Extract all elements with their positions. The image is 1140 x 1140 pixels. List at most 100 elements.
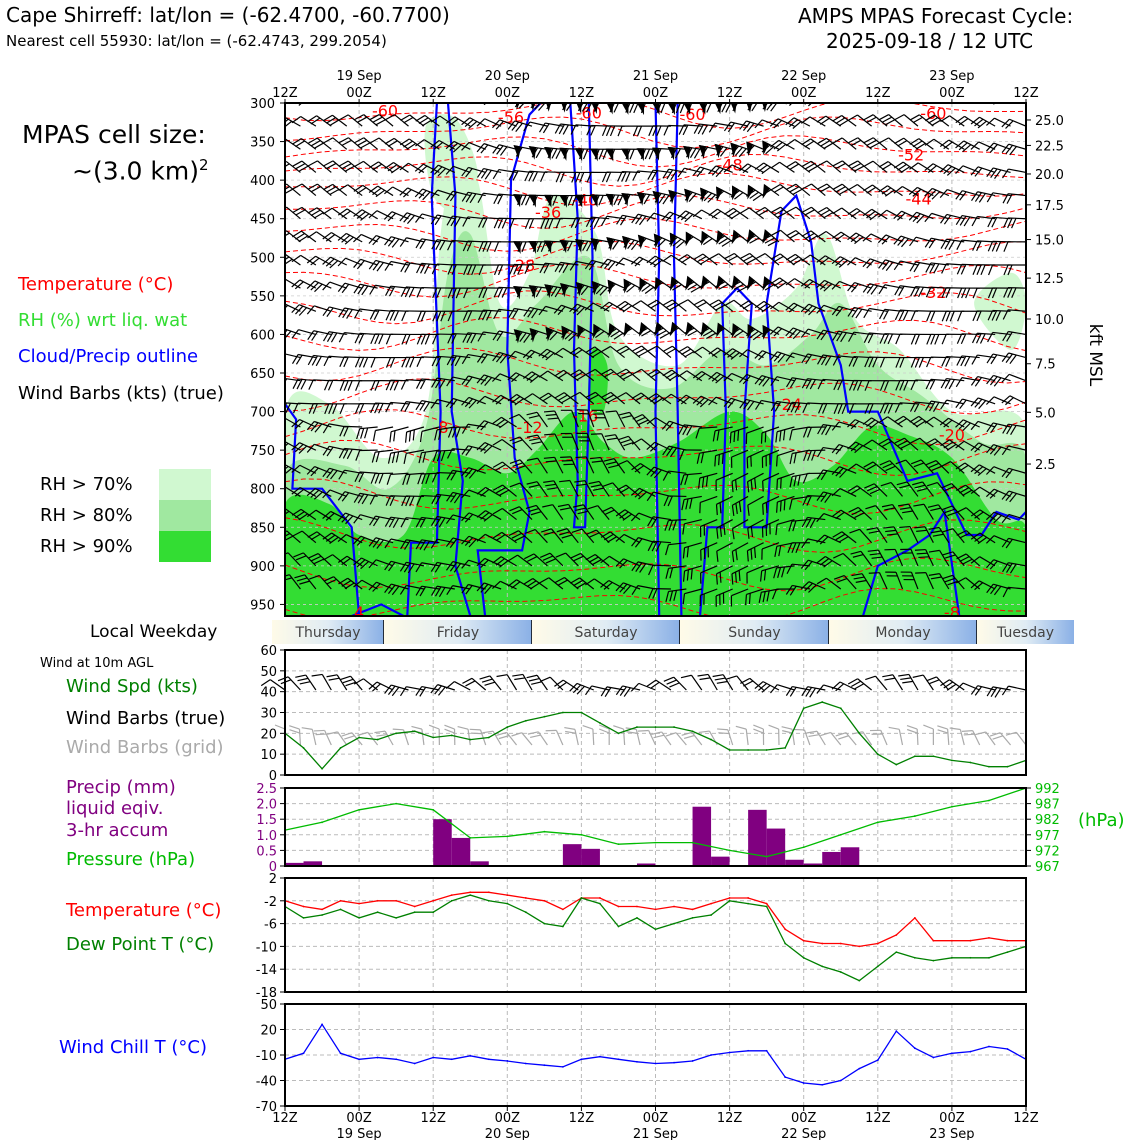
dewpoint-line-point bbox=[895, 951, 898, 953]
xs-wind-barb bbox=[445, 140, 471, 153]
xs-x-tick-label: 00Z bbox=[346, 86, 372, 101]
xs-wind-barb bbox=[570, 391, 595, 405]
xs-wind-barb bbox=[885, 571, 904, 590]
xs-wind-barb bbox=[584, 259, 610, 271]
windspd-line-point bbox=[784, 747, 787, 749]
wind10m-barb-true bbox=[680, 674, 703, 691]
temperature-line-point bbox=[469, 891, 472, 894]
xs-wind-barb bbox=[816, 137, 842, 150]
xs-wind-barb bbox=[513, 145, 533, 160]
windspd-line-point bbox=[543, 715, 546, 718]
cloud-outline bbox=[476, 103, 542, 616]
xs-wind-barb bbox=[353, 535, 378, 546]
xs-wind-barb bbox=[646, 393, 672, 405]
dewpoint-line-point bbox=[395, 917, 398, 919]
xs-wind-barb bbox=[322, 281, 347, 291]
xs-wind-barb bbox=[492, 438, 517, 451]
xs-right-tick-label: 17.5 bbox=[1035, 199, 1064, 214]
xs-wind-barb bbox=[603, 458, 626, 474]
xs-wind-barb bbox=[760, 426, 780, 444]
xs-wind-barb bbox=[955, 140, 980, 153]
xs-wind-barb bbox=[514, 103, 533, 110]
dewpoint-line-point bbox=[561, 925, 564, 928]
legend-wind-barbs-grid: Wind Barbs (grid) bbox=[66, 737, 224, 758]
xs-wind-barb bbox=[802, 495, 826, 506]
xs-wind-barb bbox=[762, 495, 780, 515]
xs-wind-barb bbox=[651, 147, 671, 161]
windspd-y-tick-label: 0 bbox=[269, 769, 277, 784]
xs-wind-barb bbox=[683, 145, 702, 160]
xs-wind-barb bbox=[776, 449, 795, 467]
wind10m-barb-true bbox=[663, 676, 687, 691]
xs-wind-barb bbox=[746, 229, 764, 245]
wind10m-barb-grid bbox=[806, 730, 826, 746]
xs-wind-barb bbox=[402, 472, 424, 486]
windchill-line-point bbox=[302, 1052, 305, 1055]
legend-temperature: Temperature (°C) bbox=[18, 274, 174, 295]
xs-wind-barb bbox=[636, 192, 656, 206]
xs-wind-barb bbox=[621, 192, 641, 207]
xs-wind-barb bbox=[385, 379, 409, 391]
xs-wind-barb bbox=[647, 299, 672, 312]
xs-wind-barb bbox=[714, 449, 733, 467]
xs-wind-barb bbox=[291, 304, 317, 316]
windchill-line-point bbox=[784, 1076, 787, 1078]
xs-wind-barb bbox=[446, 585, 471, 596]
legend-wind-barbs: Wind Barbs (kts) (true) bbox=[18, 383, 224, 404]
wind10m-barb-grid bbox=[989, 732, 1012, 746]
cloud-outline bbox=[569, 103, 594, 529]
xs-wind-barb bbox=[600, 531, 625, 544]
wind10m-barb-true bbox=[697, 673, 718, 691]
xs-wind-barb bbox=[569, 303, 594, 316]
windchill-y-tick-label: -70 bbox=[256, 1100, 277, 1115]
precip-bar bbox=[581, 848, 600, 866]
xs-wind-barb bbox=[693, 123, 718, 135]
xs-wind-barb bbox=[636, 103, 656, 116]
xs-wind-barb bbox=[677, 167, 702, 178]
xs-wind-barb bbox=[803, 449, 826, 461]
temperature-line-point bbox=[636, 905, 638, 908]
xs-wind-barb bbox=[601, 506, 626, 521]
xs-wind-barb bbox=[291, 329, 317, 339]
xs-wind-barb bbox=[384, 236, 409, 248]
xs-wind-barb bbox=[322, 532, 348, 545]
rh-80-label: RH > 80% bbox=[40, 505, 133, 526]
xs-wind-barb bbox=[761, 519, 780, 538]
xs-wind-barb bbox=[679, 449, 702, 461]
weekday-label: Sunday bbox=[728, 625, 780, 641]
xs-wind-barb bbox=[724, 252, 749, 266]
xs-wind-barb bbox=[908, 186, 934, 197]
xs-x-tick-label: 12Z bbox=[569, 86, 595, 101]
xs-wind-barb bbox=[692, 166, 718, 177]
xs-y-tick-label: 500 bbox=[250, 251, 275, 266]
xs-wind-barb bbox=[616, 345, 641, 359]
dewpoint-line-point bbox=[524, 911, 527, 914]
xs-wind-barb bbox=[971, 354, 996, 365]
temperature-line-point bbox=[561, 908, 564, 911]
xs-wind-barb bbox=[993, 103, 1011, 105]
xs-wind-barb bbox=[817, 160, 842, 173]
dewpoint-line-point bbox=[802, 956, 805, 959]
xs-wind-barb bbox=[291, 418, 317, 430]
xs-wind-barb bbox=[432, 310, 455, 322]
xs-wind-barb bbox=[285, 206, 301, 220]
xs-wind-barb bbox=[769, 103, 795, 107]
xs-wind-barb bbox=[986, 559, 1011, 570]
cloud-outline bbox=[672, 103, 683, 616]
wind10m-barb-grid bbox=[937, 725, 950, 746]
xs-wind-barb bbox=[955, 165, 980, 174]
xs-wind-barb bbox=[684, 321, 703, 337]
windchill-line-point bbox=[580, 1058, 583, 1061]
wind10m-barb-grid bbox=[598, 724, 610, 746]
xs-wind-barb bbox=[368, 185, 394, 198]
weekday-segment bbox=[384, 620, 532, 644]
wind10m-barb-true bbox=[970, 685, 996, 696]
xs-wind-barb bbox=[880, 481, 903, 497]
windchill-line-point bbox=[561, 1066, 564, 1068]
xs-wind-barb bbox=[708, 122, 733, 133]
windchill-line-point bbox=[969, 1050, 972, 1053]
cloud-outline bbox=[446, 103, 472, 616]
xs-wind-barb bbox=[668, 232, 687, 249]
xs-wind-barb bbox=[309, 574, 332, 590]
xs-wind-barb bbox=[939, 188, 965, 199]
